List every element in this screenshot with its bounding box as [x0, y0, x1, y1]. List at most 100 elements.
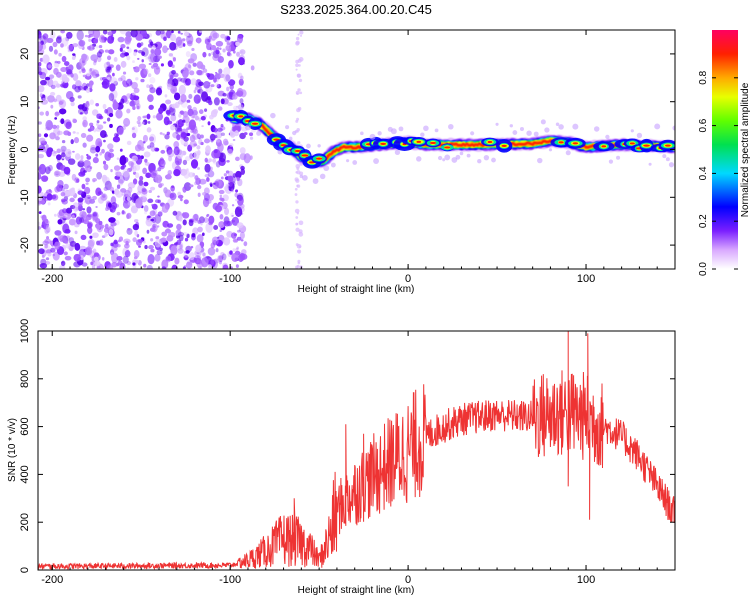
- snr-y-tick-label: 400: [19, 465, 31, 483]
- noise-speck: [87, 221, 93, 229]
- ridge-blob: [572, 142, 579, 145]
- noise-speck: [296, 130, 299, 133]
- spectral-ridge-layer: [223, 96, 675, 184]
- noise-speck: [133, 95, 140, 101]
- noise-speck: [297, 106, 302, 111]
- ridge-fringe: [509, 124, 513, 128]
- noise-speck: [213, 97, 220, 106]
- noise-speck: [167, 173, 171, 178]
- ridge-fringe: [608, 159, 614, 164]
- noise-speck: [296, 184, 299, 188]
- noise-speck: [212, 127, 218, 133]
- ridge-fringe: [668, 162, 675, 168]
- noise-speck: [222, 138, 229, 146]
- noise-speck: [178, 99, 184, 105]
- noise-speck: [237, 178, 243, 187]
- noise-speck: [195, 217, 199, 222]
- noise-speck: [126, 266, 130, 269]
- noise-speck: [46, 37, 54, 43]
- noise-speck: [228, 79, 236, 86]
- noise-speck: [39, 263, 48, 269]
- noise-speck: [147, 73, 152, 78]
- noise-speck: [60, 118, 65, 125]
- noise-speck: [228, 60, 234, 69]
- noise-speck: [248, 132, 254, 137]
- noise-speck: [112, 72, 115, 77]
- noise-speck: [151, 203, 154, 207]
- noise-speck: [232, 138, 236, 141]
- noise-speck: [184, 141, 189, 146]
- noise-speck: [197, 38, 201, 44]
- noise-speck: [177, 191, 182, 197]
- heatmap-x-tick-label: 100: [577, 273, 595, 285]
- noise-speck: [62, 234, 65, 238]
- noise-speck: [74, 230, 78, 235]
- snr-x-axis-title: Height of straight line (km): [298, 585, 415, 596]
- noise-speck: [138, 245, 141, 248]
- noise-speck: [239, 147, 246, 154]
- noise-speck: [102, 30, 108, 35]
- noise-speck: [110, 168, 113, 173]
- ridge-fringe: [437, 155, 443, 161]
- noise-speck: [236, 222, 244, 229]
- noise-speck: [195, 244, 202, 253]
- noise-speck: [116, 263, 119, 267]
- noise-speck: [74, 79, 78, 83]
- noise-speck: [119, 30, 128, 35]
- noise-speck: [77, 197, 84, 203]
- noise-speck: [181, 38, 186, 42]
- noise-speck: [220, 33, 226, 39]
- noise-speck: [199, 134, 204, 139]
- heatmap-x-tick-label: 0: [405, 273, 411, 285]
- noise-speck: [119, 155, 127, 166]
- colorbar-gradient: [712, 30, 738, 269]
- noise-speck: [121, 125, 126, 131]
- ridge-fringe: [558, 124, 564, 130]
- noise-speck: [60, 99, 65, 104]
- ridge-fringe: [512, 130, 518, 135]
- noise-speck: [145, 57, 149, 60]
- noise-speck: [53, 170, 61, 178]
- ridge-fringe: [369, 133, 376, 140]
- noise-speck: [296, 92, 299, 95]
- noise-speck: [161, 203, 169, 213]
- noise-speck: [187, 105, 192, 110]
- noise-speck: [56, 184, 63, 192]
- noise-speck: [298, 245, 302, 248]
- noise-speck: [223, 73, 231, 83]
- noise-speck: [73, 137, 80, 144]
- noise-speck: [296, 170, 301, 175]
- noise-speck: [111, 202, 118, 210]
- noise-speck: [198, 138, 203, 145]
- noise-speck: [103, 227, 110, 234]
- noise-speck: [80, 155, 84, 160]
- noise-speck: [172, 210, 178, 216]
- noise-speck: [102, 176, 110, 186]
- noise-speck: [38, 137, 46, 143]
- ridge-blob: [294, 149, 302, 153]
- noise-speck: [54, 230, 62, 236]
- noise-speck: [38, 185, 42, 194]
- noise-speck: [202, 192, 207, 196]
- noise-speck: [231, 252, 239, 262]
- noise-speck: [38, 133, 42, 138]
- noise-speck: [183, 199, 189, 205]
- noise-speck: [160, 63, 164, 67]
- ridge-fringe: [237, 104, 244, 111]
- noise-speck: [229, 143, 234, 147]
- noise-speck: [176, 223, 182, 231]
- noise-speck: [154, 239, 162, 248]
- noise-speck: [300, 34, 303, 37]
- noise-speck: [192, 115, 196, 119]
- noise-speck: [47, 78, 54, 88]
- noise-speck: [79, 210, 87, 218]
- noise-speck: [184, 78, 192, 86]
- ridge-fringe: [593, 126, 600, 132]
- noise-speck: [53, 98, 57, 103]
- noise-speck: [121, 50, 126, 56]
- noise-speck: [93, 252, 100, 258]
- noise-speck: [46, 62, 53, 71]
- ridge-blob: [643, 144, 650, 147]
- snr-y-tick-label: 1000: [19, 319, 31, 343]
